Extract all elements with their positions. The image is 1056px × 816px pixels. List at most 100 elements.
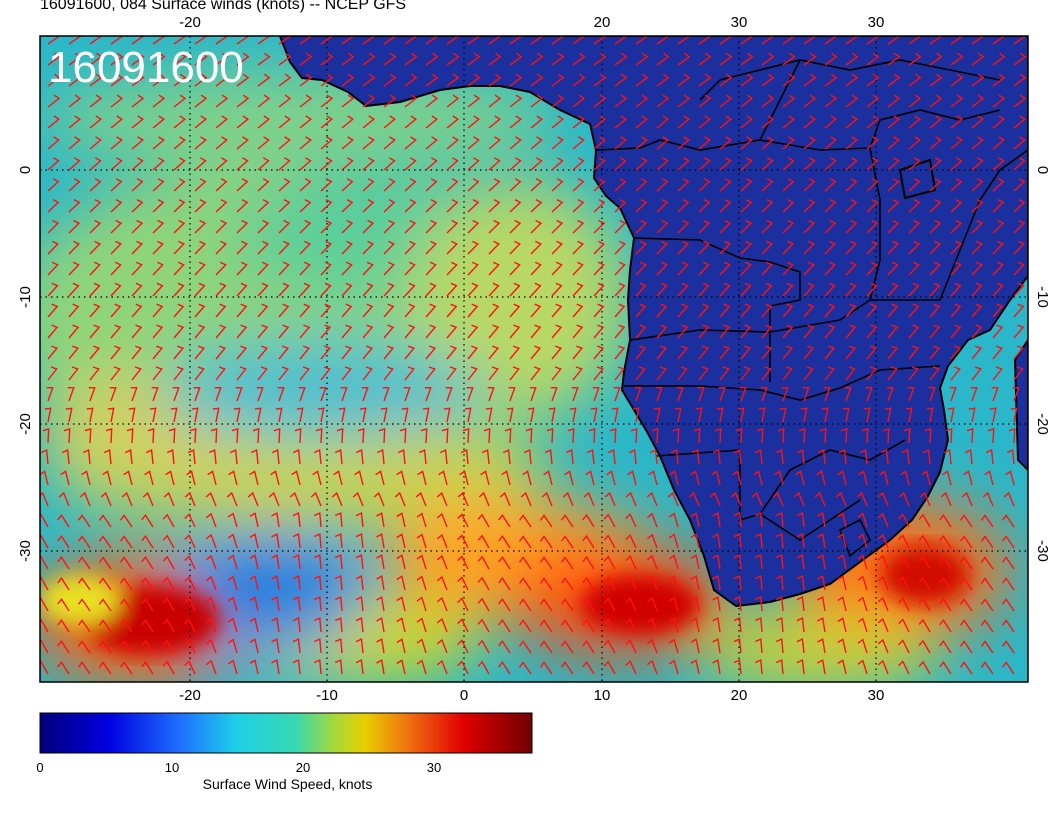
wind-barb: [572, 198, 585, 213]
wind-barb: [278, 324, 290, 339]
wind-barb: [141, 598, 154, 612]
wind-barb: [732, 470, 742, 486]
wind-barb: [401, 407, 409, 423]
wind-barb: [1001, 577, 1015, 591]
wind-barb: [47, 52, 61, 66]
wind-barb: [971, 198, 984, 213]
wind-barb: [397, 449, 406, 465]
wind-barb: [518, 640, 532, 654]
wind-barb: [89, 261, 101, 276]
wind-barb: [950, 52, 964, 66]
wind-barb: [593, 366, 604, 381]
wind-barb: [857, 575, 868, 591]
wind-barb: [457, 597, 469, 612]
wind-barb: [320, 240, 332, 255]
wind-barb: [774, 470, 784, 486]
wind-barb: [362, 303, 374, 318]
wind-barb: [457, 534, 469, 549]
wind-barb: [141, 640, 154, 654]
wind-barb: [898, 618, 910, 633]
wind-barb: [635, 157, 648, 171]
wind-barb: [959, 640, 973, 654]
wind-barb: [424, 387, 432, 402]
wind-barb: [110, 36, 124, 45]
wind-barb: [89, 52, 103, 66]
wind-barb: [1001, 598, 1015, 612]
wind-barb: [733, 596, 742, 612]
wind-barb: [560, 598, 574, 612]
wind-barb: [57, 535, 70, 549]
wind-barb: [446, 115, 459, 129]
wind-barb: [918, 555, 931, 570]
wind-barb: [866, 157, 879, 171]
wind-barb: [184, 597, 196, 612]
wind-barb: [314, 554, 322, 570]
bottom-lon-tick: 30: [868, 687, 885, 704]
wind-barb: [439, 449, 448, 465]
wind-barb: [817, 512, 826, 528]
wind-barb: [417, 470, 427, 486]
wind-barb: [131, 324, 143, 339]
wind-barb: [488, 366, 499, 381]
wind-barb: [824, 282, 836, 297]
wind-barb: [845, 157, 858, 171]
wind-barb: [205, 554, 217, 570]
wind-barb: [89, 303, 101, 318]
wind-barb: [68, 157, 81, 171]
wind-barb: [457, 660, 469, 675]
wind-barb: [929, 261, 941, 276]
wind-barb: [824, 94, 838, 108]
wind-barb: [362, 52, 376, 66]
wind-barb: [110, 324, 122, 339]
wind-barb: [845, 115, 858, 129]
wind-barb: [572, 94, 586, 108]
wind-barb: [89, 157, 102, 171]
wind-barb: [457, 639, 469, 654]
wind-barb: [887, 36, 901, 45]
wind-barb: [530, 324, 542, 339]
wind-barb: [527, 407, 535, 423]
wind-barb: [929, 115, 942, 129]
wind-barb: [677, 240, 689, 255]
wind-barb: [467, 157, 480, 171]
wind-barb: [184, 576, 196, 591]
wind-barb: [333, 470, 343, 486]
wind-barb: [668, 617, 679, 633]
wind-barb: [530, 240, 542, 255]
wind-barb: [509, 52, 523, 66]
wind-barb: [887, 157, 900, 171]
wind-barb: [110, 282, 122, 297]
wind-barb: [376, 617, 385, 633]
wind-barb: [147, 428, 155, 444]
wind-barb: [712, 575, 721, 591]
wind-barb: [341, 345, 353, 360]
wind-barb: [877, 596, 889, 612]
wind-barb: [887, 52, 901, 66]
wind-barb: [376, 575, 385, 591]
wind-barb: [273, 428, 281, 444]
wind-barb: [635, 324, 647, 339]
wind-barb: [173, 303, 185, 318]
wind-barb: [593, 261, 605, 276]
wind-barb: [668, 659, 679, 675]
wind-barb: [119, 535, 133, 549]
wind-barb: [89, 178, 102, 192]
wind-barb: [963, 470, 973, 486]
wind-barb: [416, 533, 427, 549]
wind-barb: [457, 513, 469, 528]
wind-barb: [446, 345, 458, 360]
wind-barb: [152, 240, 164, 255]
wind-barb: [141, 535, 154, 549]
wind-barb: [425, 136, 438, 150]
wind-barb: [68, 261, 80, 276]
wind-barb: [971, 94, 985, 108]
wind-barb: [299, 240, 311, 255]
wind-barb: [362, 324, 374, 339]
wind-barb: [376, 596, 385, 612]
wind-barb: [898, 534, 910, 549]
wind-barb: [572, 240, 584, 255]
wind-barb: [603, 639, 616, 654]
wind-barb: [509, 324, 521, 339]
wind-barb: [796, 533, 805, 549]
wind-barb: [235, 387, 243, 402]
